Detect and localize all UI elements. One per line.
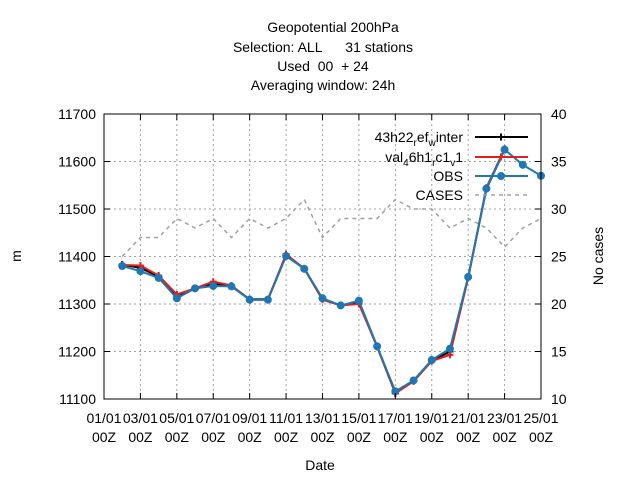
data-point (445, 344, 454, 353)
x-tick-label: 17/01 (378, 410, 413, 426)
data-point (282, 252, 291, 261)
x-tick-label: 05/01 (159, 410, 194, 426)
y2-tick-label: 15 (551, 344, 567, 360)
x-tick-label-hour: 00Z (274, 429, 299, 445)
y2-tick-label: 35 (551, 154, 567, 170)
data-point (118, 262, 127, 270)
title-line-2: Selection: ALL 31 stations (233, 39, 413, 55)
x-tick-label-hour: 00Z (383, 429, 408, 445)
data-point (245, 295, 254, 304)
x-tick-label-hour: 00Z (238, 429, 263, 445)
y2-tick-label: 25 (551, 249, 567, 265)
y2-tick-label: 20 (551, 296, 567, 312)
data-point (318, 294, 327, 303)
series-group (118, 145, 545, 397)
y-tick-label: 11400 (58, 249, 96, 265)
chart-title: Geopotential 200hPa Selection: ALL 31 st… (233, 19, 413, 93)
y2-tick-label: 40 (551, 106, 567, 122)
series-line (122, 148, 506, 395)
x-tick-label: 01/01 (86, 410, 121, 426)
x-tick-label-hour: 00Z (128, 429, 153, 445)
data-point (300, 264, 309, 273)
data-point (209, 281, 218, 290)
data-point (464, 272, 473, 281)
x-tick-label: 13/01 (305, 410, 340, 426)
title-line-1: Geopotential 200hPa (267, 19, 399, 35)
y2-tick-label: 10 (551, 391, 567, 407)
y2-axis-label: No cases (590, 227, 606, 285)
y-tick-label: 11300 (58, 296, 96, 312)
legend-marker (497, 172, 505, 180)
legend-entry: OBS (433, 168, 528, 184)
x-tick-label: 15/01 (341, 410, 376, 426)
y-tick-label: 11100 (59, 391, 96, 407)
series-obs (118, 145, 545, 396)
data-point (518, 160, 527, 169)
legend-label: OBS (433, 168, 463, 184)
title-line-4: Averaging window: 24h (251, 77, 396, 93)
x-tick-label-hour: 00Z (310, 429, 335, 445)
x-tick-label: 11/01 (269, 410, 303, 426)
data-point (263, 295, 272, 304)
axes: 11100 11200 11300 11400 11500 11600 11700 10 15 2… (58, 106, 567, 445)
x-tick-label-hour: 00Z (493, 429, 518, 445)
data-point (191, 284, 200, 293)
x-tick-label: 21/01 (451, 410, 486, 426)
x-tick-label-hour: 00Z (201, 429, 226, 445)
legend-entry: 43h22refwinter (375, 129, 528, 149)
x-tick-label-hour: 00Z (420, 429, 445, 445)
y-tick-label: 11200 (58, 344, 96, 360)
x-tick-label: 19/01 (414, 410, 449, 426)
data-point (373, 342, 382, 351)
data-point (354, 296, 363, 305)
data-point (500, 145, 509, 154)
x-tick-label-hour: 00Z (347, 429, 372, 445)
y-tick-label: 11700 (58, 106, 96, 122)
y-axis-label: m (8, 250, 24, 262)
data-point (409, 376, 418, 385)
x-tick-label: 03/01 (123, 410, 158, 426)
data-point (172, 294, 181, 303)
x-tick-label-hour: 00Z (529, 429, 554, 445)
legend-marker (497, 133, 505, 141)
data-point (154, 273, 163, 282)
legend-label: 43h22refwinter (375, 129, 464, 149)
data-point (427, 356, 436, 365)
data-point (136, 267, 145, 276)
x-tick-label: 09/01 (232, 410, 267, 426)
y-tick-label: 11600 (58, 154, 96, 170)
data-point (336, 301, 345, 310)
x-tick-label: 23/01 (487, 410, 522, 426)
x-axis-label: Date (305, 457, 335, 473)
series-line (121, 148, 542, 393)
legend-entry: CASES (416, 187, 528, 203)
legend-label: CASES (416, 187, 463, 203)
y2-tick-label: 30 (551, 201, 567, 217)
legend-entry: val46h1rc1v1 (385, 149, 528, 169)
data-point (227, 282, 236, 291)
y-tick-label: 11500 (58, 201, 96, 217)
x-tick-label: 07/01 (196, 410, 231, 426)
x-tick-label: 25/01 (523, 410, 558, 426)
title-line-3: Used 00 + 24 (277, 58, 369, 74)
data-point (482, 184, 491, 193)
x-tick-label-hour: 00Z (456, 429, 481, 445)
legend-label: val46h1rc1v1 (385, 149, 463, 169)
x-tick-label-hour: 00Z (92, 429, 117, 445)
x-tick-label-hour: 00Z (165, 429, 190, 445)
legend-marker (497, 153, 505, 161)
